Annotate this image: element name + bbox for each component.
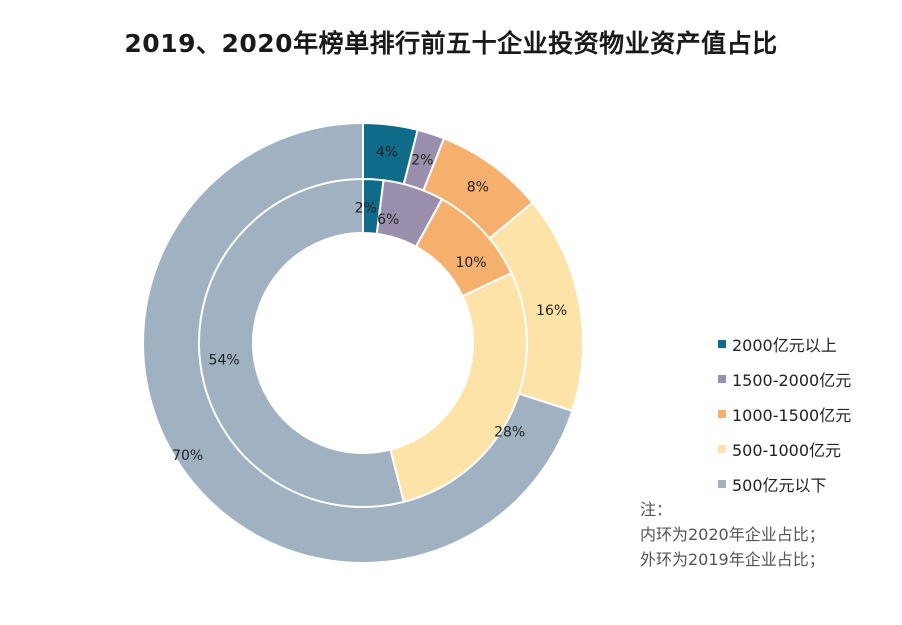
inner-slice-label-0: 2% [355,200,377,216]
chart-title: 2019、2020年榜单排行前五十企业投资物业资产值占比 [124,29,778,58]
inner-slice-3 [389,271,529,504]
outer-slice-label-1: 2% [411,152,433,168]
inner-slice-label-4: 54% [209,353,240,369]
inner-slice-4 [198,177,406,508]
legend-label: 1000-1500亿元 [732,405,852,425]
legend-item: 1500-2000亿元 [718,361,851,396]
legend-item: 1000-1500亿元 [718,396,851,431]
legend-item: 500亿元以下 [718,466,851,501]
legend-swatch [718,479,726,488]
legend-label: 500-1000亿元 [732,440,842,460]
outer-slice-label-4: 70% [172,448,203,464]
legend-swatch [718,444,726,453]
note-heading: 注： [640,500,673,519]
legend: 2000亿元以上 1500-2000亿元 1000-1500亿元 500-1000亿元… [718,326,851,501]
legend-label: 500亿元以下 [732,475,827,495]
note-outer-ring: 外环为2019年企业占比； [640,550,825,569]
inner-ring [198,177,529,508]
legend-item: 2000亿元以上 [718,326,851,361]
inner-slice-label-3: 28% [494,425,525,441]
legend-swatch [718,374,726,383]
legend-label: 1500-2000亿元 [732,370,852,390]
slice-labels: 4% 2%8%16%70%2%6%10%28%54% [172,145,567,464]
outer-slice-label-2: 8% [467,180,489,196]
inner-slice-label-1: 6% [377,212,399,228]
outer-slice-label-3: 16% [536,303,567,319]
note-inner-ring: 内环为2020年企业占比； [640,525,825,544]
legend-label: 2000亿元以上 [732,335,837,355]
legend-swatch [718,339,726,348]
note: 注： 内环为2020年企业占比； 外环为2019年企业占比； [640,497,825,572]
outer-slice-label-0: 4% [376,145,398,161]
legend-swatch [718,409,726,418]
inner-slice-label-2: 10% [455,255,486,271]
legend-item: 500-1000亿元 [718,431,851,466]
